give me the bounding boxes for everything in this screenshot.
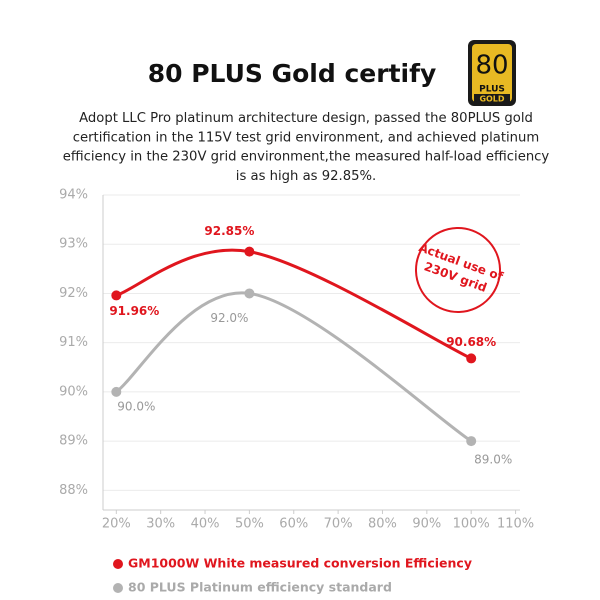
badge-number: 80 [475,51,508,81]
y-tick-label: 88% [59,483,88,498]
value-label: 90.0% [117,399,155,413]
y-tick-label: 90% [59,384,88,399]
description-line: Adopt LLC Pro platinum architecture desi… [79,111,533,126]
x-tick-label: 80% [368,517,397,532]
legend-label: 80 PLUS Platinum efficiency standard [128,580,392,595]
badge: 80 PLUS GOLD [468,40,516,106]
legend-label: GM1000W White measured conversion Effici… [128,556,472,571]
value-label: 90.68% [446,335,496,349]
badge-grade: GOLD [479,95,504,104]
y-tick-label: 91% [59,335,88,350]
y-tick-label: 89% [59,434,88,449]
x-tick-label: 70% [324,517,353,532]
x-tick-label: 30% [146,517,175,532]
data-point [111,386,122,397]
value-label: 92.0% [210,311,248,325]
x-tick-label: 60% [279,517,308,532]
data-point [466,353,477,364]
value-label: 92.85% [204,224,254,238]
y-tick-label: 93% [59,237,88,252]
y-tick-label: 94% [59,188,88,203]
x-tick-label: 90% [412,517,441,532]
data-point [244,246,255,257]
value-label: 89.0% [474,453,512,467]
badge-inner [472,44,512,102]
x-tick-label: 50% [235,517,264,532]
value-label: 91.96% [109,304,159,318]
data-point [111,290,122,301]
x-tick-label: 100% [453,517,490,532]
badge-band [474,94,510,103]
description: Adopt LLC Pro platinum architecture desi… [63,111,550,184]
title: 80 PLUS Gold certify [148,59,437,88]
badge-plus: PLUS [479,85,505,95]
x-tick-label: 20% [102,517,131,532]
legend-marker [113,559,123,569]
data-point [466,436,477,447]
y-tick-label: 92% [59,286,88,301]
x-tick-label: 110% [497,517,534,532]
x-tick-label: 40% [191,517,220,532]
description-line: is as high as 92.85%. [236,169,376,184]
series-line [115,248,472,360]
data-point [244,288,255,299]
description-line: efficiency in the 230V grid environment,… [63,150,550,165]
stamp-ring [415,227,501,313]
description-line: certification in the 115V test grid envi… [73,130,540,145]
legend-marker [113,583,123,593]
series-line [115,291,473,443]
